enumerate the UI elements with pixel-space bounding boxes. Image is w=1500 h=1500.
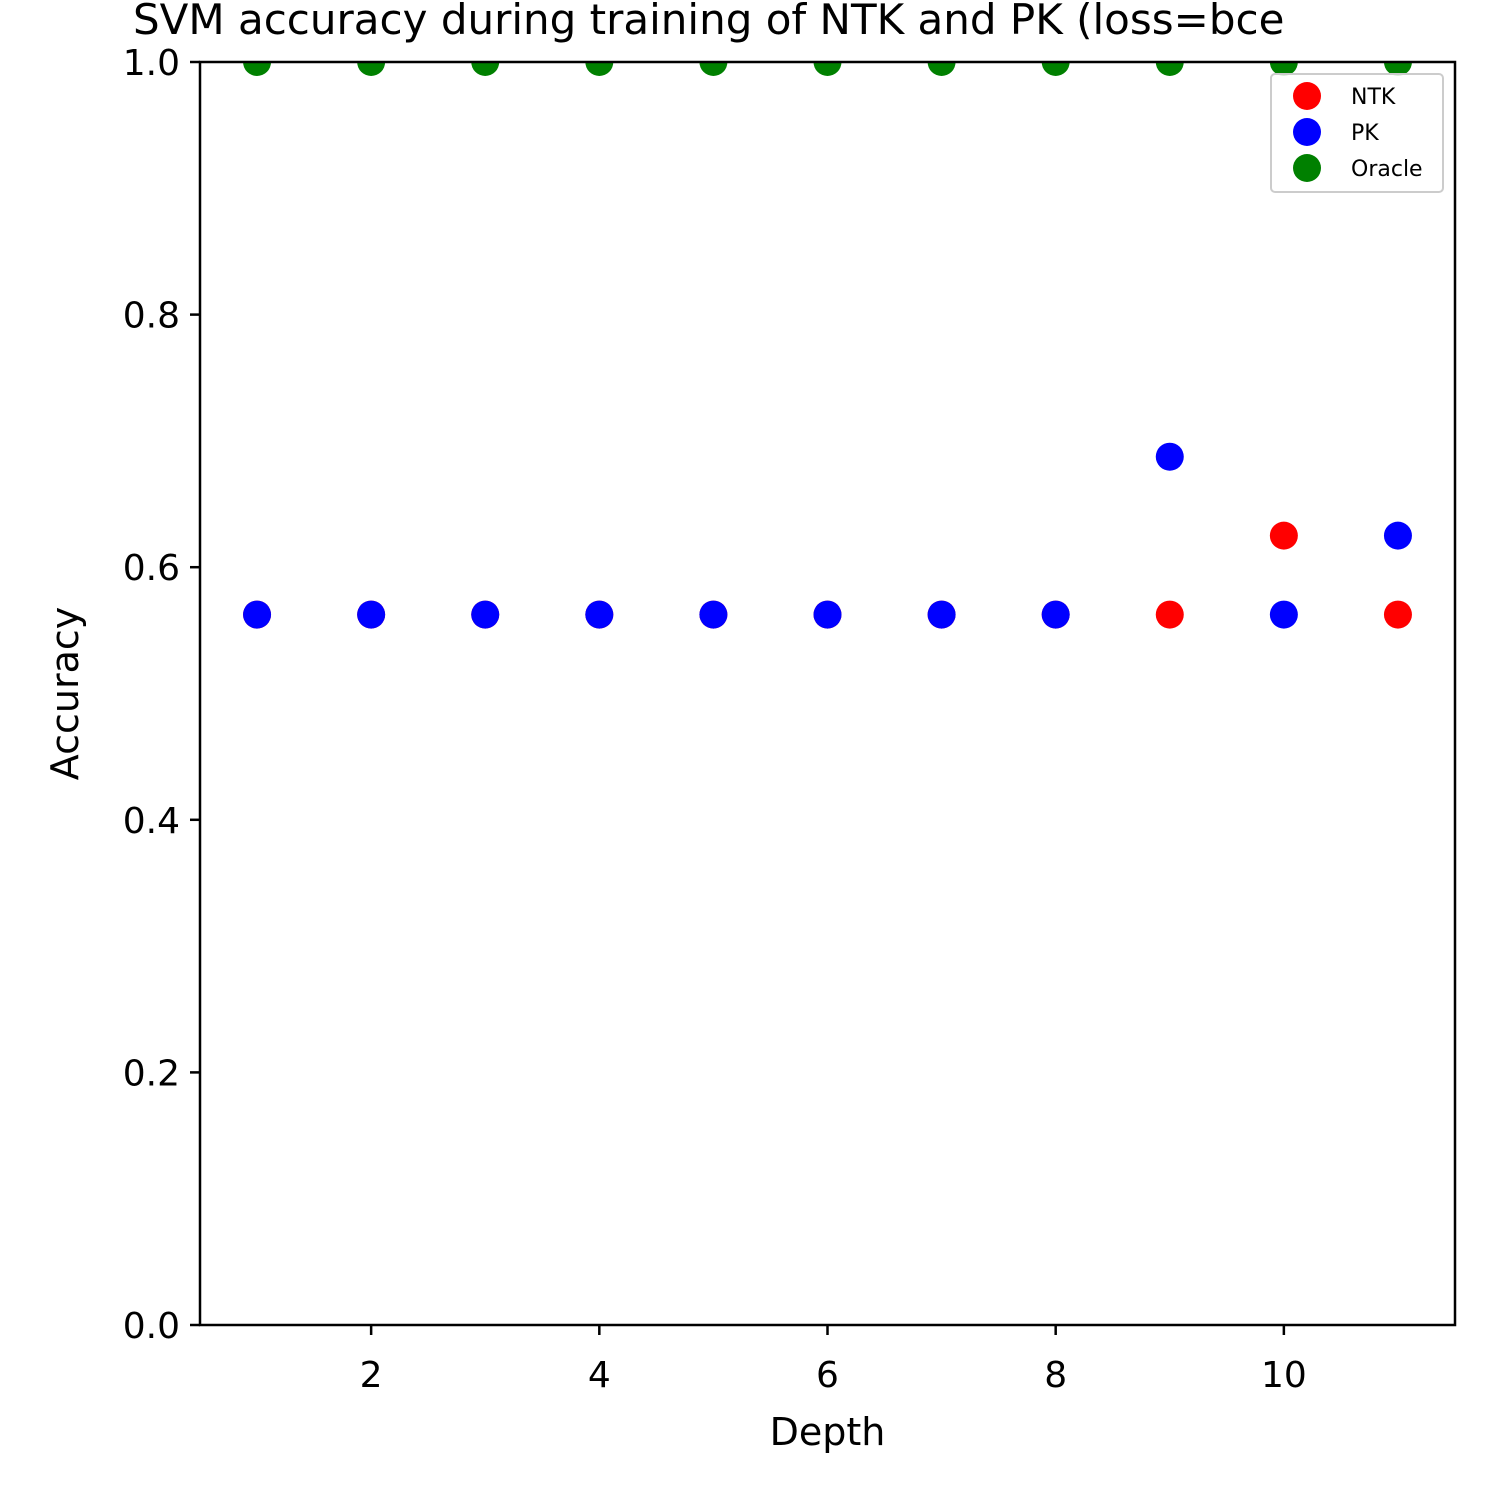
point-pk-2	[357, 600, 386, 629]
x-tick-label: 6	[816, 1355, 839, 1396]
point-pk-10	[1269, 600, 1298, 629]
y-tick-label: 0.6	[123, 548, 180, 589]
point-oracle-7	[927, 62, 956, 76]
legend-label-pk: PK	[1351, 121, 1379, 146]
legend-label-oracle: Oracle	[1351, 157, 1423, 182]
point-pk-5	[699, 600, 728, 629]
point-ntk-10	[1269, 521, 1298, 550]
x-tick-label: 10	[1261, 1355, 1307, 1396]
point-oracle-9	[1155, 62, 1184, 76]
y-tick-label: 0.8	[123, 296, 180, 337]
x-tick-label: 2	[360, 1355, 383, 1396]
point-oracle-4	[585, 62, 614, 76]
point-oracle-1	[243, 62, 272, 76]
point-oracle-11	[1383, 62, 1412, 76]
point-oracle-6	[813, 62, 842, 76]
point-pk-1	[243, 600, 272, 629]
point-oracle-5	[699, 62, 728, 76]
plot-points	[243, 62, 1412, 629]
y-tick-label: 0.0	[123, 1306, 180, 1347]
y-axis-ticks: 0.0 0.2 0.4 0.6 0.8 1.0	[123, 43, 200, 1347]
point-ntk-9	[1155, 600, 1184, 629]
legend-marker-oracle	[1293, 154, 1321, 182]
point-pk-6	[813, 600, 842, 629]
y-tick-label: 0.2	[123, 1053, 180, 1094]
point-oracle-8	[1041, 62, 1070, 76]
point-pk-8	[1041, 600, 1070, 629]
point-oracle-2	[357, 62, 386, 76]
x-axis-label: Depth	[770, 1410, 886, 1454]
legend-marker-ntk	[1293, 82, 1321, 110]
point-pk-11	[1383, 521, 1412, 550]
point-pk-7	[927, 600, 956, 629]
x-tick-label: 8	[1044, 1355, 1067, 1396]
point-oracle-10	[1269, 62, 1298, 76]
point-pk-9	[1155, 442, 1184, 471]
x-axis-ticks: 2 4 6 8 10	[360, 1325, 1307, 1396]
point-oracle-3	[471, 62, 500, 76]
y-axis-label: Accuracy	[43, 607, 87, 781]
y-tick-label: 0.4	[123, 801, 180, 842]
legend-marker-pk	[1293, 118, 1321, 146]
legend-label-ntk: NTK	[1351, 85, 1396, 110]
point-ntk-11	[1383, 600, 1412, 629]
point-pk-4	[585, 600, 614, 629]
point-pk-3	[471, 600, 500, 629]
legend: NTK PK Oracle	[1270, 73, 1444, 193]
y-tick-label: 1.0	[123, 43, 180, 84]
chart-title: SVM accuracy during training of NTK and …	[133, 0, 1284, 44]
x-tick-label: 4	[588, 1355, 611, 1396]
